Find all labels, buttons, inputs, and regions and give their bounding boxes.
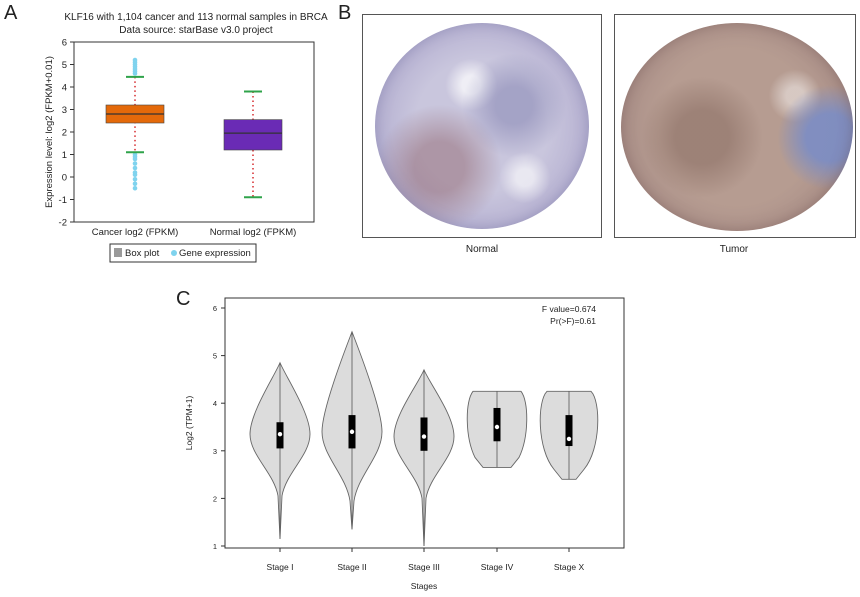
- x-tick-label: Stage III: [408, 562, 440, 572]
- box: [223, 119, 283, 151]
- y-tick-label: 1: [213, 542, 217, 551]
- ihc-label-tumor: Tumor: [719, 244, 749, 255]
- iqr-box: [565, 415, 573, 447]
- x-tick-label: Cancer log2 (FPKM): [92, 227, 179, 238]
- y-tick-label: 2: [62, 128, 67, 139]
- y-tick-label: 3: [62, 105, 67, 116]
- iqr-box: [420, 417, 428, 451]
- gene-expression-point: [132, 165, 138, 171]
- median-point: [421, 434, 427, 439]
- panel-letter-c: C: [176, 288, 191, 310]
- panel-letter-a: A: [4, 2, 18, 24]
- x-tick-label: Stage IV: [481, 562, 514, 572]
- x-tick-label: Stage II: [337, 562, 366, 572]
- y-tick-label: 5: [213, 352, 217, 361]
- tissue-core-normal: [375, 23, 589, 229]
- x-axis-label: Stages: [411, 581, 437, 591]
- y-tick-label: 4: [213, 399, 217, 408]
- gene-expression-point: [132, 185, 138, 191]
- gene-expression-point: [132, 176, 138, 182]
- y-tick-label: 2: [213, 494, 217, 503]
- x-tick-label: Normal log2 (FPKM): [210, 227, 297, 238]
- annotation-f-value: F value=0.674: [542, 304, 596, 314]
- median-point: [277, 431, 283, 437]
- ihc-label-normal: Normal: [465, 244, 499, 255]
- legend-swatch-gene-expression: [171, 250, 177, 256]
- y-tick-label: 6: [213, 304, 217, 313]
- y-axis-label: Expression level: log2 (FPKM+0.01): [44, 56, 55, 208]
- iqr-box: [493, 407, 501, 442]
- median-point: [494, 424, 500, 430]
- legend-label-gene-expression: Gene expression: [179, 248, 251, 259]
- x-tick-label: Stage X: [554, 562, 585, 572]
- gene-expression-point: [132, 57, 138, 63]
- chart-subtitle: Data source: starBase v3.0 project: [119, 25, 273, 36]
- y-tick-label: 5: [62, 60, 67, 71]
- legend-frame: [109, 243, 257, 263]
- ihc-image-tumor: [614, 14, 856, 238]
- gene-expression-point: [132, 156, 138, 162]
- tissue-core-tumor: [621, 23, 853, 231]
- median-point: [349, 429, 355, 434]
- y-tick-label: -1: [59, 195, 67, 206]
- annotation-p-value: Pr(>F)=0.61: [550, 316, 596, 326]
- ihc-image-normal: [362, 14, 602, 238]
- y-tick-label: 0: [62, 173, 67, 184]
- gene-expression-point: [132, 161, 138, 166]
- y-tick-label: 4: [62, 83, 67, 94]
- panel-letter-b: B: [338, 2, 352, 24]
- chart-title: KLF16 with 1,104 cancer and 113 normal s…: [64, 12, 328, 23]
- y-axis-label: Log2 (TPM+1): [184, 396, 194, 451]
- y-tick-label: 1: [62, 150, 67, 161]
- y-tick-label: 6: [62, 38, 67, 49]
- gene-expression-point: [132, 181, 138, 187]
- x-tick-label: Stage I: [267, 562, 294, 572]
- median-point: [566, 436, 572, 442]
- y-tick-label: 3: [213, 447, 217, 456]
- legend-label-box-plot: Box plot: [125, 248, 160, 259]
- y-tick-label: -2: [59, 218, 67, 229]
- box-plot-chart: KLF16 with 1,104 cancer and 113 normal s…: [44, 12, 328, 263]
- legend-swatch-box-plot: [114, 248, 122, 257]
- gene-expression-point: [132, 172, 138, 178]
